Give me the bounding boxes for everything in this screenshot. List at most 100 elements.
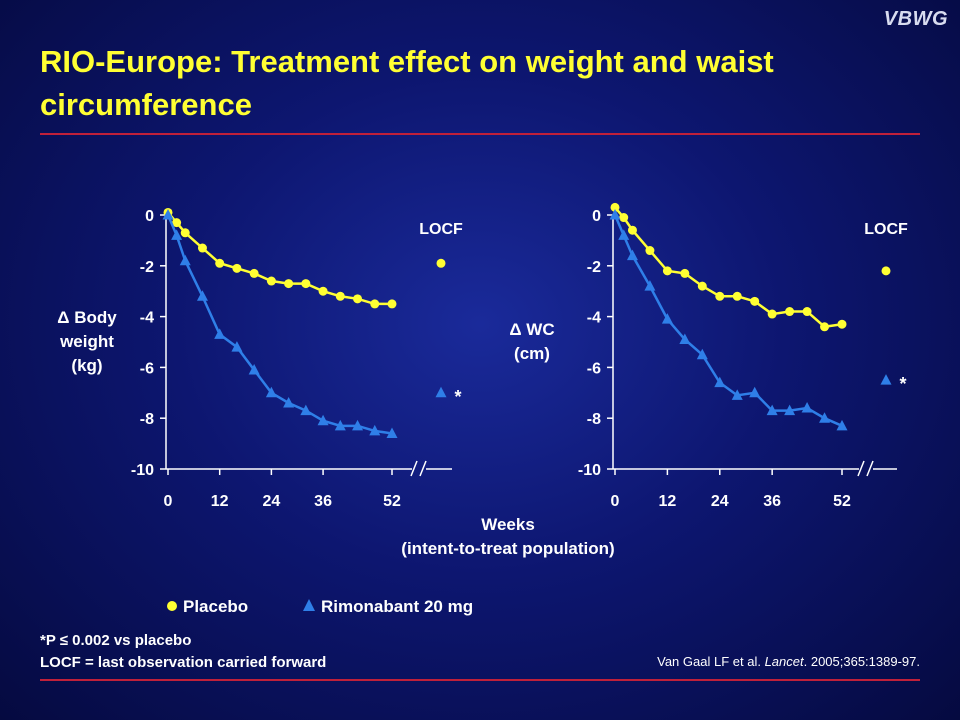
x-tick-label: 36 (763, 493, 781, 510)
placebo-data-point (301, 279, 311, 289)
citation: Van Gaal LF et al. Lancet. 2005;365:1389… (657, 654, 920, 669)
placebo-data-point (180, 228, 190, 238)
rimonabant-data-point (801, 402, 813, 413)
placebo-data-point (172, 218, 182, 228)
y-axis-label: weight (59, 332, 114, 351)
placebo-data-point (785, 307, 795, 317)
rimonabant-data-point (196, 290, 208, 301)
rimonabant-data-point (283, 396, 295, 408)
placebo-data-point (802, 307, 812, 317)
rimonabant-data-point (731, 389, 743, 400)
axis-break-mark (857, 460, 865, 477)
rimonabant-data-point (661, 313, 673, 324)
y-tick-label: -4 (587, 310, 601, 327)
title-divider (40, 133, 920, 135)
y-tick-label: -2 (587, 259, 601, 276)
rimonabant-data-point (784, 404, 796, 416)
rimonabant-data-point (626, 249, 638, 261)
x-tick-label: 12 (658, 493, 676, 510)
placebo-data-point (387, 299, 397, 309)
placebo-data-point (750, 296, 760, 306)
placebo-data-point (732, 291, 742, 301)
x-axis-sublabel: (intent-to-treat population) (401, 539, 614, 558)
placebo-data-point (215, 258, 225, 268)
rimonabant-data-point (609, 209, 621, 220)
body-weight-chart: 0 -2 -4 -6 -8 -10 0 12 24 36 52 Δ Body weight (kg) LOC… (57, 207, 463, 510)
y-tick-label: -10 (578, 462, 601, 479)
y-tick-label: 0 (145, 208, 154, 225)
placebo-data-point (767, 309, 777, 319)
placebo-data-point (697, 281, 707, 291)
citation-authors: Van Gaal LF et al. (657, 654, 765, 669)
rimonabant-data-point (214, 328, 226, 339)
rimonabant-data-point (766, 404, 778, 416)
rimonabant-data-point (714, 376, 726, 388)
placebo-data-point (197, 243, 207, 253)
placebo-data-point (318, 286, 328, 296)
rimonabant-data-point (317, 414, 329, 426)
significance-asterisk: * (899, 374, 906, 394)
y-tick-label: -2 (140, 259, 154, 276)
y-axis-label: (cm) (514, 344, 550, 363)
y-tick-label: -6 (140, 360, 154, 377)
placebo-series-line (167, 211, 392, 306)
significance-asterisk: * (454, 387, 461, 407)
waist-circumference-chart: 0 -2 -4 -6 -8 -10 0 12 24 36 52 Δ WC (cm) LOCF * (509, 202, 908, 510)
rimonabant-data-point (162, 209, 174, 220)
y-axis-label: Δ Body (57, 308, 117, 327)
citation-journal: Lancet (764, 654, 804, 669)
placebo-data-point (284, 279, 294, 289)
rimonabant-data-point (300, 404, 312, 416)
y-axis-label: (kg) (71, 356, 102, 375)
placebo-data-point (837, 319, 847, 329)
y-axis-label: Δ WC (509, 320, 554, 339)
placebo-data-point (662, 266, 672, 276)
placebo-data-point (619, 213, 629, 223)
placebo-locf-point (436, 258, 446, 268)
slide-title: RIO-Europe: Treatment effect on weight a… (40, 44, 774, 122)
placebo-data-point (715, 291, 725, 301)
legend-placebo-marker (167, 601, 177, 611)
x-tick-label: 0 (164, 493, 173, 510)
rimonabant-data-point (679, 333, 691, 344)
placebo-data-point (249, 268, 259, 278)
x-tick-label: 24 (262, 493, 280, 510)
footnote-locf: LOCF = last observation carried forward (40, 654, 327, 671)
placebo-data-point (266, 276, 276, 286)
rimonabant-data-point (369, 424, 381, 436)
rimonabant-locf-point (435, 386, 447, 398)
axis-break-mark (419, 460, 427, 477)
y-tick-label: -6 (587, 360, 601, 377)
rimonabant-data-point (352, 419, 364, 431)
rimonabant-data-point (334, 419, 346, 431)
placebo-data-point (627, 225, 637, 235)
legend-rimonabant-marker (303, 599, 315, 611)
y-tick-label: -4 (140, 310, 154, 327)
footer-divider (40, 679, 920, 681)
rimonabant-data-point (696, 348, 708, 360)
placebo-data-point (610, 202, 620, 212)
rimonabant-data-point (179, 254, 191, 266)
rimonabant-data-point (171, 229, 183, 240)
citation-details: . 2005;365:1389-97. (803, 654, 920, 669)
locf-label: LOCF (419, 221, 463, 238)
locf-label: LOCF (864, 221, 908, 238)
legend-placebo-label: Placebo (183, 597, 248, 616)
y-tick-label: 0 (592, 208, 601, 225)
rimonabant-data-point (644, 280, 656, 291)
x-tick-label: 12 (211, 493, 229, 510)
x-tick-label: 0 (611, 493, 620, 510)
y-tick-label: -8 (587, 411, 601, 428)
legend-rimonabant-label: Rimonabant 20 mg (321, 597, 473, 616)
legend: Placebo Rimonabant 20 mg (167, 597, 473, 616)
rimonabant-data-point (819, 412, 831, 423)
placebo-data-point (680, 268, 690, 278)
footnote-significance: *P ≤ 0.002 vs placebo (40, 632, 192, 649)
rimonabant-data-point (265, 386, 277, 398)
placebo-data-point (353, 294, 363, 304)
rimonabant-data-point (618, 229, 630, 240)
y-tick-label: -8 (140, 411, 154, 428)
rimonabant-data-point (749, 386, 761, 398)
axis-break-mark (866, 460, 874, 477)
